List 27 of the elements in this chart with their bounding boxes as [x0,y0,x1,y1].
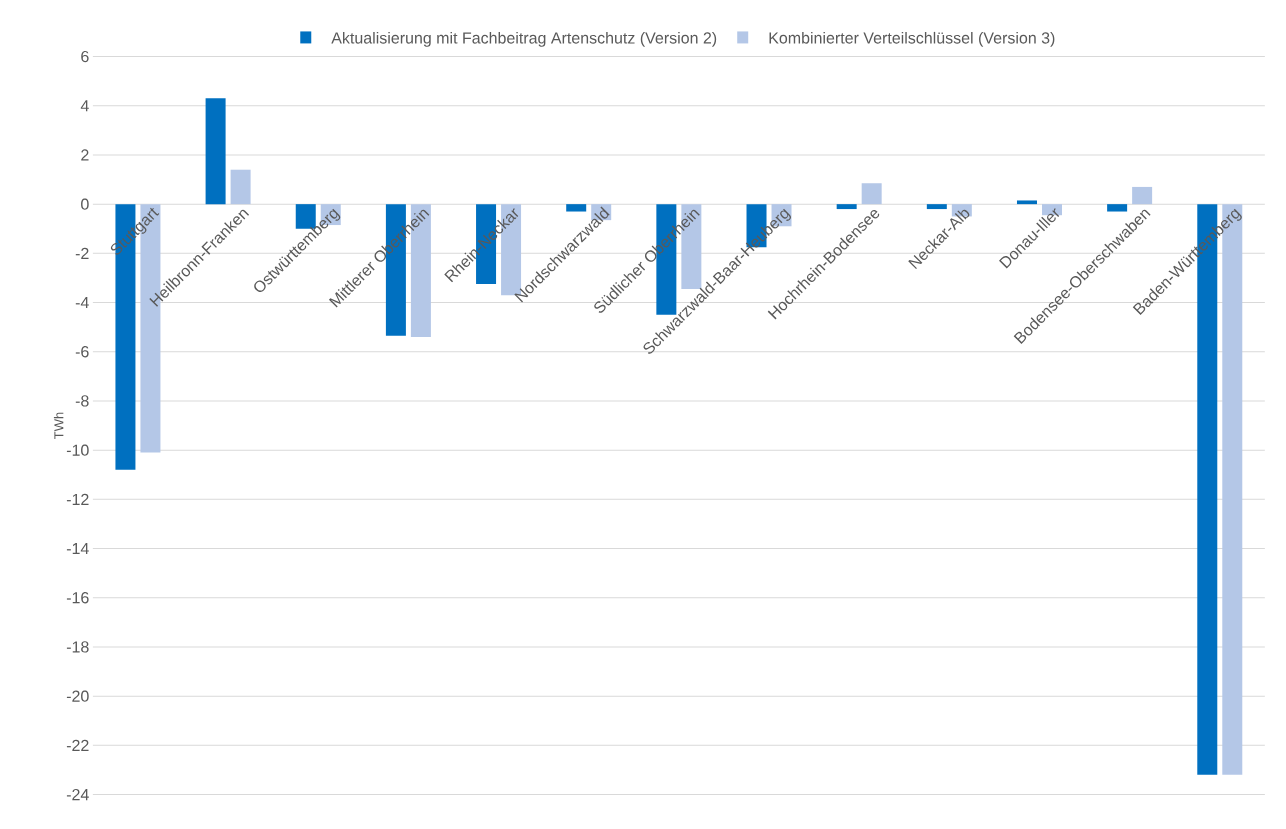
y-tick-label: -24 [66,788,89,801]
y-tick-label: -12 [66,493,89,505]
y-tick-label: 2 [81,149,89,161]
y-tick-label: -22 [66,739,89,751]
bar [926,204,947,210]
legend-label: Aktualisierung mit Fachbeitrag Artenschutz (Version 2) [331,31,717,47]
y-tick-label: -20 [66,690,89,702]
y-tick-label: -4 [75,297,89,309]
y-tick-label: -14 [66,543,89,555]
bar [1016,200,1037,205]
bar [861,183,882,205]
y-tick-label: -2 [75,247,89,259]
y-tick-label: -16 [66,592,89,604]
bar [1132,186,1153,205]
y-axis-title: TWh [53,412,64,439]
bar [836,204,857,210]
y-tick-label: 4 [80,100,89,112]
bar [205,98,226,205]
y-tick-label: 0 [81,198,89,210]
bar [230,169,251,205]
y-tick-label: -18 [66,641,89,653]
y-tick-label: -10 [66,444,89,456]
y-tick-label: 6 [81,50,89,63]
bar [566,204,587,212]
legend-label: Kombinierter Verteilschlüssel (Version 3) [769,31,1055,47]
y-tick-label: -8 [75,395,89,407]
y-tick-label: -6 [75,346,89,358]
